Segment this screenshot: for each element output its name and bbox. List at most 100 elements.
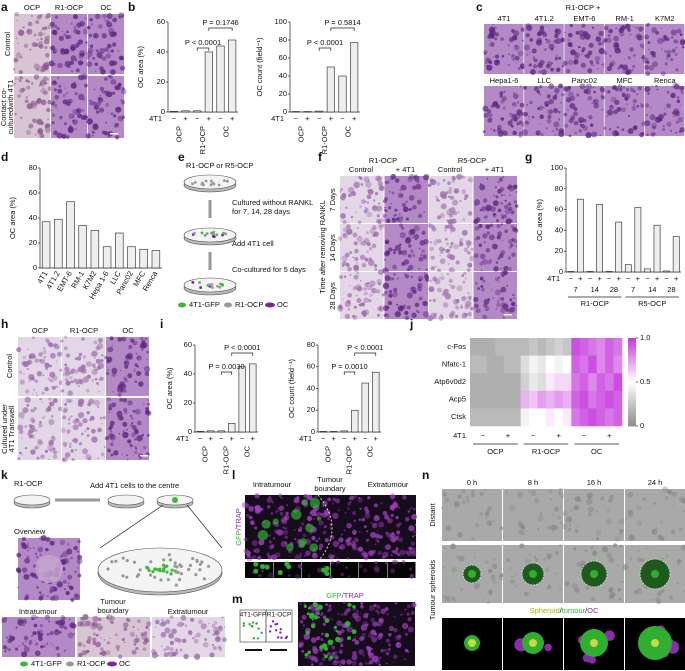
cell <box>62 93 66 98</box>
cell <box>450 284 456 290</box>
cell <box>402 206 409 213</box>
cell <box>451 218 457 224</box>
cell <box>276 636 280 639</box>
cell <box>599 134 601 137</box>
legend-label: OC <box>119 659 131 668</box>
cell <box>80 364 86 370</box>
cell <box>461 312 468 319</box>
cell <box>359 636 365 642</box>
cell <box>666 53 671 58</box>
heat-cell <box>537 373 547 392</box>
cell <box>38 358 43 363</box>
cell <box>456 285 463 292</box>
cell <box>56 581 63 588</box>
cell <box>554 87 560 94</box>
bar <box>66 201 75 269</box>
y-tick-label: 40 <box>184 369 192 378</box>
cell <box>299 620 304 624</box>
cell <box>539 59 545 66</box>
cell <box>331 502 335 505</box>
cell <box>75 68 80 73</box>
cell <box>118 55 124 61</box>
cell <box>414 534 416 537</box>
cell <box>417 311 420 314</box>
row-label: Distant <box>428 502 437 526</box>
cell <box>601 108 604 111</box>
cell <box>376 214 380 218</box>
cell <box>4 646 8 651</box>
cell <box>254 548 260 554</box>
cell <box>354 256 359 262</box>
cell <box>67 543 70 546</box>
cell <box>12 67 16 71</box>
image-bg <box>564 489 624 541</box>
cell <box>573 111 578 117</box>
cell <box>191 556 195 561</box>
cell <box>393 549 399 555</box>
cell <box>338 509 340 512</box>
cell <box>17 94 21 98</box>
cell <box>460 304 463 307</box>
cell <box>339 190 342 193</box>
cell <box>22 355 27 360</box>
cell <box>407 253 412 258</box>
cell <box>284 535 288 539</box>
cell <box>497 180 500 183</box>
region-label: Intratumour <box>19 607 58 616</box>
cell <box>676 28 682 34</box>
cell <box>141 433 145 437</box>
cell <box>136 355 142 361</box>
cell <box>160 631 167 638</box>
micrograph <box>382 271 431 321</box>
cell <box>40 99 47 106</box>
bracket <box>330 27 355 31</box>
cell <box>361 240 367 246</box>
step-text: Cultured without RANKL <box>232 198 313 207</box>
cell <box>122 407 128 413</box>
group-label: OC <box>221 125 230 137</box>
cell <box>510 118 513 121</box>
cell <box>73 378 78 384</box>
cell <box>403 303 406 306</box>
cell <box>146 452 150 456</box>
cell <box>500 289 503 292</box>
cell <box>161 563 166 567</box>
cell <box>378 224 382 228</box>
cell <box>603 506 605 509</box>
col-label: − <box>582 431 587 440</box>
cell <box>408 264 414 271</box>
cell <box>66 92 69 95</box>
cell <box>401 202 406 208</box>
cell <box>35 391 38 394</box>
heat-cell <box>520 390 530 409</box>
cell <box>602 63 605 66</box>
heat-cell <box>596 373 606 392</box>
y-tick-label: 20 <box>29 238 37 247</box>
cell <box>453 210 458 216</box>
cell <box>459 200 462 203</box>
cell <box>92 615 99 623</box>
cell <box>91 368 98 376</box>
bar <box>216 45 225 113</box>
cell <box>398 522 402 526</box>
cell <box>63 650 66 652</box>
colorbar-step <box>628 362 636 365</box>
colorbar-step <box>628 368 636 372</box>
cell <box>443 288 449 295</box>
cell <box>193 638 199 644</box>
cell <box>31 393 34 395</box>
cell <box>141 349 144 352</box>
cell <box>636 557 642 563</box>
cell <box>86 410 89 413</box>
cell <box>547 114 552 119</box>
cell <box>413 225 420 232</box>
colorbar-tick-label: 1.0 <box>640 333 650 342</box>
cell <box>490 288 493 291</box>
micrograph <box>503 543 563 603</box>
cell <box>579 560 586 567</box>
cell <box>384 607 389 611</box>
legend-label: 4T1-GFP <box>31 659 62 668</box>
cell <box>19 76 23 80</box>
cell <box>27 549 29 552</box>
cell <box>558 83 564 89</box>
